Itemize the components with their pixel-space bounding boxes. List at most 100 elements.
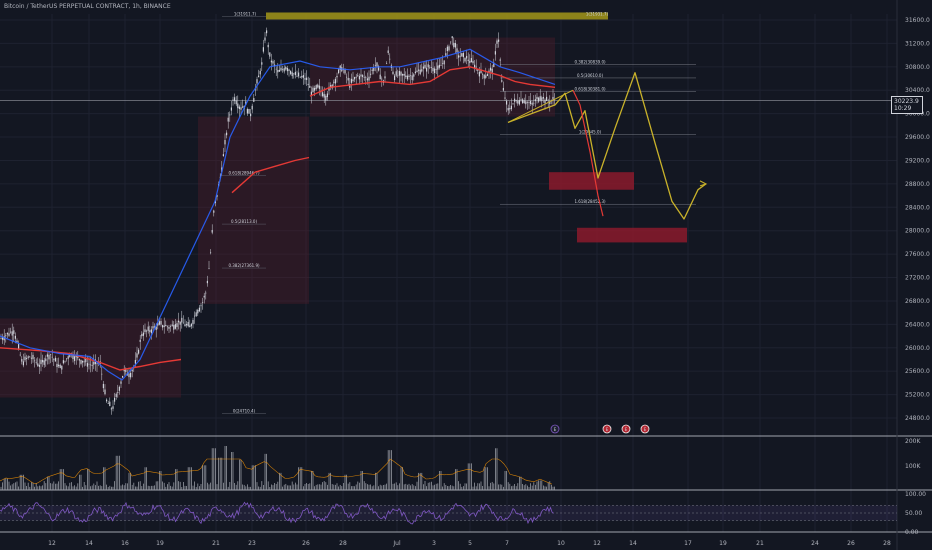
candle-body (352, 79, 354, 82)
candle (267, 42, 269, 55)
candle (74, 350, 76, 365)
candle-body (88, 363, 90, 365)
candle-body (40, 359, 42, 365)
price-axis[interactable]: 31600.0 31200.0 30800.0 30400.0 30000.0 29600… (905, 17, 930, 536)
candle (58, 357, 60, 369)
candle-body (464, 57, 466, 62)
event-marker-label: E (625, 427, 628, 432)
event-marker-label: E (644, 427, 647, 432)
candle-body (182, 322, 184, 324)
candle-body (54, 357, 56, 362)
event-marker-dot (621, 424, 631, 434)
candle (174, 319, 176, 330)
candle (181, 310, 183, 329)
candle (200, 302, 202, 313)
candle (354, 76, 356, 83)
y-tick-label: 29200.0 (905, 157, 930, 164)
candle-body (250, 113, 252, 117)
candle-body (339, 65, 341, 71)
y-tick-label: 24800.0 (905, 415, 930, 422)
candle (405, 71, 407, 79)
fibonacci-levels: 0.382(30839.0) 0.5(30610.0) 0.618(30381.0)… (222, 11, 696, 414)
candle-body (309, 85, 311, 88)
candle-body (94, 359, 96, 365)
candle-body (400, 71, 402, 76)
candle (235, 96, 237, 107)
candle-body (251, 105, 253, 110)
candle (118, 385, 120, 395)
candle (128, 367, 130, 385)
candle-body (304, 78, 306, 80)
candle (72, 351, 74, 363)
candle-body (66, 358, 68, 360)
y-tick-label: 30400.0 (905, 87, 930, 94)
candle-body (510, 105, 512, 110)
candle-body (122, 375, 124, 378)
candle-body (194, 315, 196, 317)
candle-body (432, 67, 434, 72)
candle (230, 100, 232, 116)
candle (315, 84, 317, 91)
candle-body (211, 229, 213, 233)
candle (370, 67, 372, 79)
candle (523, 97, 525, 104)
candle (346, 73, 348, 84)
shaded-band (310, 37, 555, 117)
candle-body (67, 356, 69, 359)
candle-body (456, 48, 458, 53)
candle (106, 398, 108, 403)
y-tick-label: 30800.0 (905, 64, 930, 71)
candle-body (347, 77, 349, 81)
candle-body (213, 210, 215, 213)
candle-body (291, 72, 293, 77)
candle-body (501, 80, 503, 82)
candle (208, 260, 210, 270)
candle (299, 76, 301, 79)
candle-body (462, 53, 464, 58)
candle-body (504, 97, 506, 99)
symbol-title: Bitcoin / TetherUS PERPETUAL CONTRACT, 1… (4, 3, 171, 10)
candle-body (453, 42, 455, 48)
candle-body (450, 41, 452, 43)
candle-body (362, 75, 364, 77)
event-marker[interactable]: E (621, 424, 631, 434)
candle-body (102, 383, 104, 389)
candle (256, 76, 258, 91)
event-marker[interactable]: E (602, 424, 612, 434)
candle-body (198, 307, 200, 312)
time-axis[interactable]: 12 14 16 19 21 23 26 28 Jul 3 5 7 10 12 14 17 19 21 24 26 28 (48, 540, 891, 547)
fib-level-label: 1.618(28452.3) (574, 199, 606, 204)
candle-body (349, 83, 351, 88)
candle-body (397, 75, 399, 77)
candle-body (512, 103, 514, 105)
candle-body (517, 100, 519, 104)
candle (357, 72, 359, 78)
y-tick-label: 28400.0 (905, 204, 930, 211)
candle (466, 49, 468, 65)
candle-body (230, 107, 232, 111)
candle-body (525, 101, 527, 105)
candle-body (96, 363, 98, 365)
candle-body (411, 75, 413, 81)
candle-body (474, 64, 476, 69)
candle-body (430, 67, 432, 69)
candle-body (552, 96, 554, 100)
event-marker[interactable]: E (640, 424, 650, 434)
candle-body (240, 107, 242, 110)
candle (293, 72, 295, 79)
candle (432, 61, 434, 75)
candle-body (107, 403, 109, 405)
candle-body (141, 334, 143, 337)
candle (115, 392, 117, 400)
candle-body (19, 354, 21, 356)
candle (141, 331, 143, 339)
candle-body (549, 101, 551, 104)
candle-body (206, 280, 208, 284)
candle (194, 311, 196, 324)
candle (542, 92, 544, 103)
event-marker[interactable]: E (550, 424, 560, 434)
x-tick-label: 19 (719, 540, 727, 547)
candle-body (296, 75, 298, 77)
